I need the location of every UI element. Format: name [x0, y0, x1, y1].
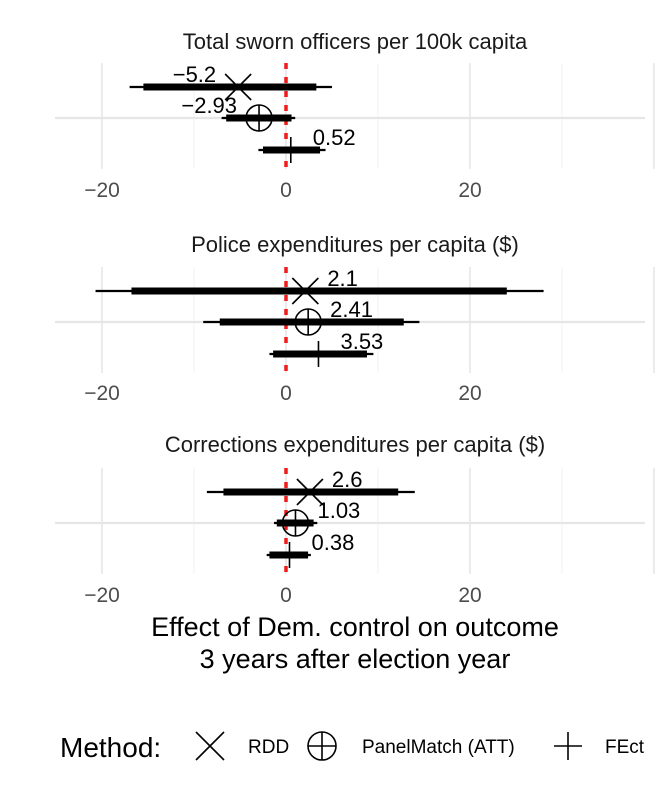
estimate-label: 2.41: [330, 297, 373, 322]
estimate-rdd: 2.1: [95, 266, 544, 305]
x-tick-label: 20: [458, 584, 481, 607]
x-axis-subtitle: 3 years after election year: [200, 644, 511, 674]
x-tick-label: 0: [280, 382, 292, 405]
estimate-label: 3.53: [340, 329, 383, 354]
estimate-panelmatch-att-: 1.03: [274, 498, 360, 537]
point-marker: [224, 73, 252, 101]
estimate-panelmatch-att-: 2.41: [203, 297, 420, 336]
estimate-label: 0.38: [311, 530, 354, 555]
estimate-fect: 0.52: [258, 125, 356, 163]
estimate-panelmatch-att-: −2.93: [181, 93, 296, 132]
panel-2: Police expenditures per capita ($) 2.1 2.4…: [55, 232, 655, 405]
legend-item: FEct: [554, 732, 645, 760]
panel-title: Police expenditures per capita ($): [191, 232, 519, 257]
circle-plus-icon: [307, 731, 337, 761]
point-marker: [291, 277, 319, 305]
x-axis-title: Effect of Dem. control on outcome: [151, 612, 559, 642]
point-marker: [245, 104, 273, 132]
legend-item-label: FEct: [605, 737, 645, 758]
estimate-fect: 0.38: [266, 530, 354, 568]
point-marker: [296, 478, 324, 506]
estimate-rdd: 2.6: [206, 467, 415, 506]
x-tick-label: −20: [84, 584, 120, 607]
estimate-label: −5.2: [173, 62, 216, 87]
legend-item: PanelMatch (ATT): [307, 731, 515, 761]
legend: Method: RDD PanelMatch (ATT) FEct: [60, 731, 645, 763]
point-marker: [305, 341, 332, 367]
estimate-label: −2.93: [181, 93, 237, 118]
estimate-label: 2.1: [327, 266, 358, 291]
point-marker: [276, 542, 303, 568]
legend-item-label: RDD: [248, 737, 289, 758]
legend-item: RDD: [195, 731, 289, 761]
x-stroke: [291, 277, 319, 305]
panel-title: Total sworn officers per 100k capita: [183, 29, 528, 54]
x-tick-label: 0: [280, 584, 292, 607]
point-marker: [281, 509, 310, 537]
legend-title: Method:: [60, 732, 161, 763]
x-icon: [195, 731, 225, 761]
estimate-rdd: −5.2: [129, 62, 332, 101]
panel-1: Total sworn officers per 100k capita −5.2…: [55, 29, 655, 202]
panel-3: Corrections expenditures per capita ($) 2…: [55, 432, 655, 607]
estimate-label: 0.52: [313, 125, 356, 150]
plus-icon: [554, 732, 582, 760]
x-stroke: [224, 73, 252, 101]
point-marker: [277, 137, 304, 163]
estimate-fect: 3.53: [269, 329, 383, 367]
x-stroke: [296, 478, 324, 506]
x-tick-label: 0: [280, 179, 292, 202]
x-stroke: [195, 731, 225, 761]
point-marker: [294, 308, 322, 336]
x-tick-label: −20: [84, 382, 120, 405]
x-tick-label: 20: [458, 382, 481, 405]
estimate-label: 2.6: [332, 467, 363, 492]
x-tick-label: 20: [458, 179, 481, 202]
panel-title: Corrections expenditures per capita ($): [165, 432, 545, 457]
estimate-label: 1.03: [317, 498, 360, 523]
x-tick-label: −20: [84, 179, 120, 202]
legend-item-label: PanelMatch (ATT): [362, 737, 515, 758]
